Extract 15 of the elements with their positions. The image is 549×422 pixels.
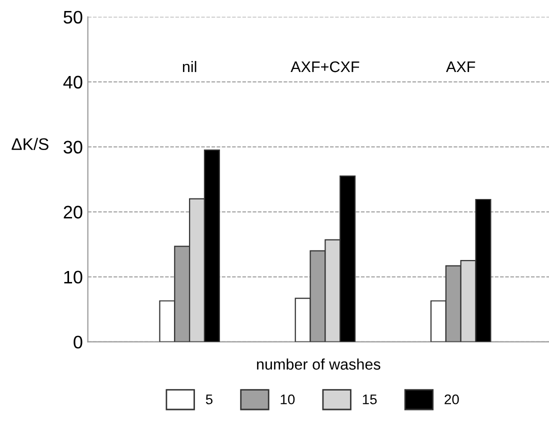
y-axis-title: ΔK/S <box>12 138 48 150</box>
y-tick-label: 30 <box>64 140 82 154</box>
y-tick-label: 0 <box>74 336 82 349</box>
y-tick-label: 10 <box>64 270 82 284</box>
legend-label: 20 <box>444 394 459 404</box>
legend-label: 5 <box>206 394 212 404</box>
x-tick-label: nil <box>182 60 196 72</box>
x-tick-label: AXF <box>446 62 476 72</box>
y-tick-label: 50 <box>64 10 82 24</box>
x-axis-title: number of washes <box>257 358 380 370</box>
x-tick-label: AXF+CXF <box>290 61 360 72</box>
legend-label: 10 <box>280 394 295 404</box>
legend-label: 15 <box>362 394 377 404</box>
y-tick-label: 20 <box>64 206 82 219</box>
y-tick-label: 40 <box>63 76 82 89</box>
